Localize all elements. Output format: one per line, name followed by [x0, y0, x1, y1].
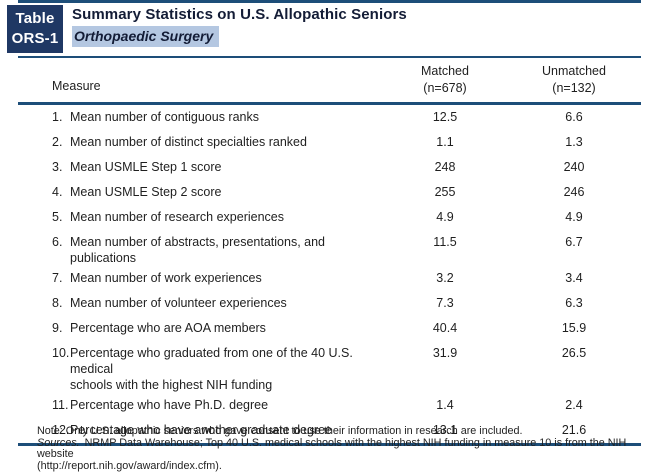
measure-number: 8.	[52, 295, 70, 316]
measure-label: Mean number of distinct specialties rank…	[70, 134, 383, 155]
column-header-matched-n: (n=678)	[383, 80, 507, 97]
matched-value: 40.4	[383, 316, 507, 341]
sources-line: Sources.NRMP Data Warehouse; Top 40 U.S.…	[37, 438, 629, 461]
table-row: 11.Percentage who have Ph.D. degree 1.4 …	[18, 393, 641, 418]
unmatched-value: 4.9	[507, 205, 641, 230]
table-row: 2.Mean number of distinct specialties ra…	[18, 130, 641, 155]
unmatched-value: 246	[507, 180, 641, 205]
measure-label: Mean number of work experiences	[70, 270, 383, 291]
footnotes: Note: Only U.S. allopathic seniors who g…	[37, 426, 629, 472]
table-row: 1.Mean number of contiguous ranks 12.5 6…	[18, 105, 641, 130]
table-badge: Table ORS-1	[7, 5, 63, 53]
table-row: 7.Mean number of work experiences 3.2 3.…	[18, 266, 641, 291]
matched-value: 248	[383, 155, 507, 180]
unmatched-value: 6.6	[507, 105, 641, 130]
matched-value: 11.5	[383, 230, 507, 266]
measure-label: Mean number of contiguous ranks	[70, 109, 383, 130]
table-body: 1.Mean number of contiguous ranks 12.5 6…	[18, 105, 641, 443]
unmatched-value: 240	[507, 155, 641, 180]
table-row: 8.Mean number of volunteer experiences 7…	[18, 291, 641, 316]
measure-label: Mean number of abstracts, presentations,…	[70, 234, 383, 266]
unmatched-value: 26.5	[507, 341, 641, 393]
measure-number: 2.	[52, 134, 70, 155]
measure-number: 6.	[52, 234, 70, 266]
measure-number: 4.	[52, 184, 70, 205]
matched-value: 31.9	[383, 341, 507, 393]
measure-label: Mean USMLE Step 1 score	[70, 159, 383, 180]
table-row: 10. Percentage who graduated from one of…	[18, 341, 641, 393]
measure-label-line1: Percentage who graduated from one of the…	[70, 345, 383, 377]
column-header-matched-label: Matched	[383, 63, 507, 80]
measure-number: 10.	[52, 345, 70, 393]
page-top-rule	[18, 0, 641, 3]
unmatched-value: 6.3	[507, 291, 641, 316]
matched-value: 7.3	[383, 291, 507, 316]
measure-number: 9.	[52, 320, 70, 341]
table-row: 6.Mean number of abstracts, presentation…	[18, 230, 641, 266]
matched-value: 4.9	[383, 205, 507, 230]
matched-value: 1.1	[383, 130, 507, 155]
table-badge-line1: Table	[15, 9, 54, 29]
sources-text: NRMP Data Warehouse; Top 40 U.S. medical…	[37, 437, 626, 461]
table-row: 9.Percentage who are AOA members 40.4 15…	[18, 316, 641, 341]
column-header-unmatched-label: Unmatched	[507, 63, 641, 80]
measure-label: Mean number of research experiences	[70, 209, 383, 230]
matched-value: 12.5	[383, 105, 507, 130]
measure-number: 11.	[52, 397, 70, 418]
sources-url: (http://report.nih.gov/award/index.cfm).	[37, 461, 629, 472]
measure-number: 5.	[52, 209, 70, 230]
column-header-matched: Matched (n=678)	[383, 58, 507, 102]
summary-statistics-table: Measure Matched (n=678) Unmatched (n=132…	[18, 56, 641, 446]
column-header-measure: Measure	[18, 79, 383, 102]
measure-label: Percentage who are AOA members	[70, 320, 383, 341]
table-row: 5.Mean number of research experiences 4.…	[18, 205, 641, 230]
title-block: Summary Statistics on U.S. Allopathic Se…	[72, 5, 407, 47]
measure-label: Mean USMLE Step 2 score	[70, 184, 383, 205]
unmatched-value: 2.4	[507, 393, 641, 418]
measure-number: 1.	[52, 109, 70, 130]
column-header-unmatched-n: (n=132)	[507, 80, 641, 97]
matched-value: 3.2	[383, 266, 507, 291]
matched-value: 1.4	[383, 393, 507, 418]
matched-value: 255	[383, 180, 507, 205]
measure-label: Percentage who have Ph.D. degree	[70, 397, 383, 418]
sources-label: Sources.	[37, 437, 80, 449]
page-title: Summary Statistics on U.S. Allopathic Se…	[72, 5, 407, 25]
measure-label: Mean number of volunteer experiences	[70, 295, 383, 316]
unmatched-value: 3.4	[507, 266, 641, 291]
specialty-subtitle: Orthopaedic Surgery	[72, 26, 219, 47]
table-row: 3.Mean USMLE Step 1 score 248 240	[18, 155, 641, 180]
unmatched-value: 15.9	[507, 316, 641, 341]
measure-number: 7.	[52, 270, 70, 291]
unmatched-value: 1.3	[507, 130, 641, 155]
measure-label-line2: schools with the highest NIH funding	[70, 377, 383, 393]
measure-label: Percentage who graduated from one of the…	[70, 345, 383, 393]
page-header: Table ORS-1 Summary Statistics on U.S. A…	[7, 5, 407, 53]
measure-number: 3.	[52, 159, 70, 180]
table-badge-line2: ORS-1	[12, 29, 59, 49]
table-row: 4.Mean USMLE Step 2 score 255 246	[18, 180, 641, 205]
column-header-unmatched: Unmatched (n=132)	[507, 58, 641, 102]
table-header-row: Measure Matched (n=678) Unmatched (n=132…	[18, 56, 641, 105]
unmatched-value: 6.7	[507, 230, 641, 266]
